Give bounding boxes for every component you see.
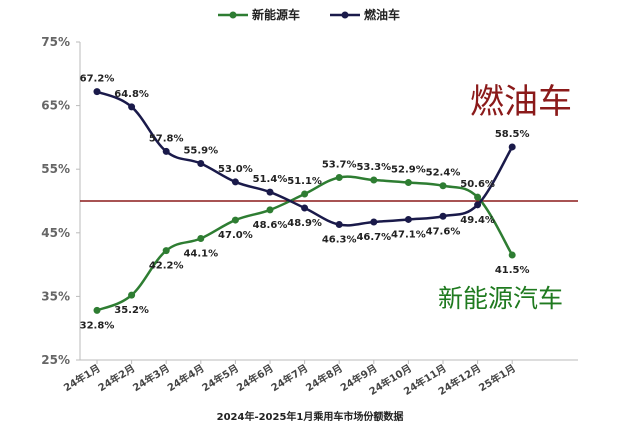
data-label-ice: 49.4% [460, 215, 495, 226]
data-label-ice: 58.5% [495, 129, 530, 140]
point-ice [162, 147, 170, 155]
data-label-ice: 48.9% [287, 218, 322, 229]
point-ice [474, 201, 482, 209]
point-nev [128, 291, 136, 299]
point-ice [370, 218, 378, 226]
legend-marker-ice [341, 11, 349, 19]
y-tick-label: 65% [41, 99, 70, 113]
x-tick-label: 24年3月 [130, 362, 172, 395]
legend-item-ice: 燃油车 [330, 7, 400, 22]
data-label-ice: 46.3% [322, 235, 357, 246]
data-label-nev: 47.0% [218, 230, 253, 241]
annotation-nev: 新能源汽车 [438, 284, 563, 313]
data-label-ice: 57.8% [149, 133, 184, 144]
x-tick-label: 24年4月 [165, 362, 207, 395]
point-nev [197, 235, 205, 243]
point-nev [93, 306, 101, 314]
x-tick-label: 24年6月 [234, 362, 276, 395]
point-nev [335, 173, 343, 181]
x-tick-label: 25年1月 [476, 362, 518, 395]
y-tick-label: 25% [41, 353, 70, 367]
legend-label-nev: 新能源车 [252, 7, 300, 22]
point-nev [474, 193, 482, 201]
point-nev [508, 251, 516, 259]
point-ice [508, 143, 516, 151]
data-label-nev: 48.6% [253, 220, 288, 231]
legend-marker-nev [229, 11, 237, 19]
legend-item-nev: 新能源车 [218, 7, 300, 22]
data-label-nev: 51.1% [287, 176, 322, 187]
point-ice [128, 103, 136, 111]
data-label-nev: 42.2% [149, 261, 184, 272]
data-label-nev: 32.8% [80, 320, 115, 331]
point-ice [93, 88, 101, 96]
x-tick-label: 24年8月 [303, 362, 345, 395]
point-ice [266, 188, 274, 196]
data-label-ice: 55.9% [183, 145, 218, 156]
point-ice [301, 204, 309, 212]
y-tick-label: 75% [41, 35, 70, 49]
data-label-ice: 51.4% [253, 174, 288, 185]
data-label-nev: 44.1% [183, 249, 218, 260]
annotation-ice: 燃油车 [470, 82, 572, 122]
data-label-nev: 52.9% [391, 165, 426, 176]
y-axis-ticks: 25% 35% 45% 55% 65% 75% [41, 35, 80, 367]
data-label-ice: 46.7% [356, 232, 391, 243]
data-label-ice: 67.2% [80, 74, 115, 85]
point-ice [335, 221, 343, 229]
point-nev [404, 179, 412, 187]
chart-caption: 2024年-2025年1月乘用车市场份额数据 [217, 410, 404, 423]
data-label-nev: 53.3% [356, 162, 391, 173]
data-label-ice: 53.0% [218, 164, 253, 175]
point-nev [370, 176, 378, 184]
point-nev [266, 206, 274, 214]
y-tick-label: 35% [41, 289, 70, 303]
data-label-nev: 35.2% [114, 305, 149, 316]
point-ice [439, 212, 447, 220]
data-label-ice: 64.8% [114, 89, 149, 100]
x-tick-label: 24年5月 [199, 362, 241, 395]
data-label-nev: 41.5% [495, 265, 530, 276]
data-label-ice: 47.1% [391, 229, 426, 240]
data-label-nev: 53.7% [322, 159, 357, 170]
data-label-nev: 50.6% [460, 179, 495, 190]
y-tick-label: 55% [41, 162, 70, 176]
point-nev [162, 247, 170, 255]
point-nev [231, 216, 239, 224]
series-group [93, 88, 516, 314]
x-tick-label: 24年2月 [96, 362, 138, 395]
data-labels-group: 32.8% 35.2% 42.2%44.1%47.0%48.6% 51.1%53.7%… [80, 74, 530, 332]
point-ice [231, 178, 239, 186]
point-ice [404, 215, 412, 223]
point-nev [301, 190, 309, 198]
data-label-nev: 52.4% [426, 168, 461, 179]
point-nev [439, 182, 447, 190]
legend: 新能源车 燃油车 [218, 7, 400, 22]
legend-label-ice: 燃油车 [364, 7, 400, 22]
point-ice [197, 159, 205, 167]
x-tick-label: 24年7月 [269, 362, 311, 395]
x-axis-ticks: 24年1月24年2月24年3月24年4月24年5月24年6月24年7月24年8月… [61, 360, 518, 398]
y-tick-label: 45% [41, 226, 70, 240]
data-label-ice: 47.6% [426, 226, 461, 237]
